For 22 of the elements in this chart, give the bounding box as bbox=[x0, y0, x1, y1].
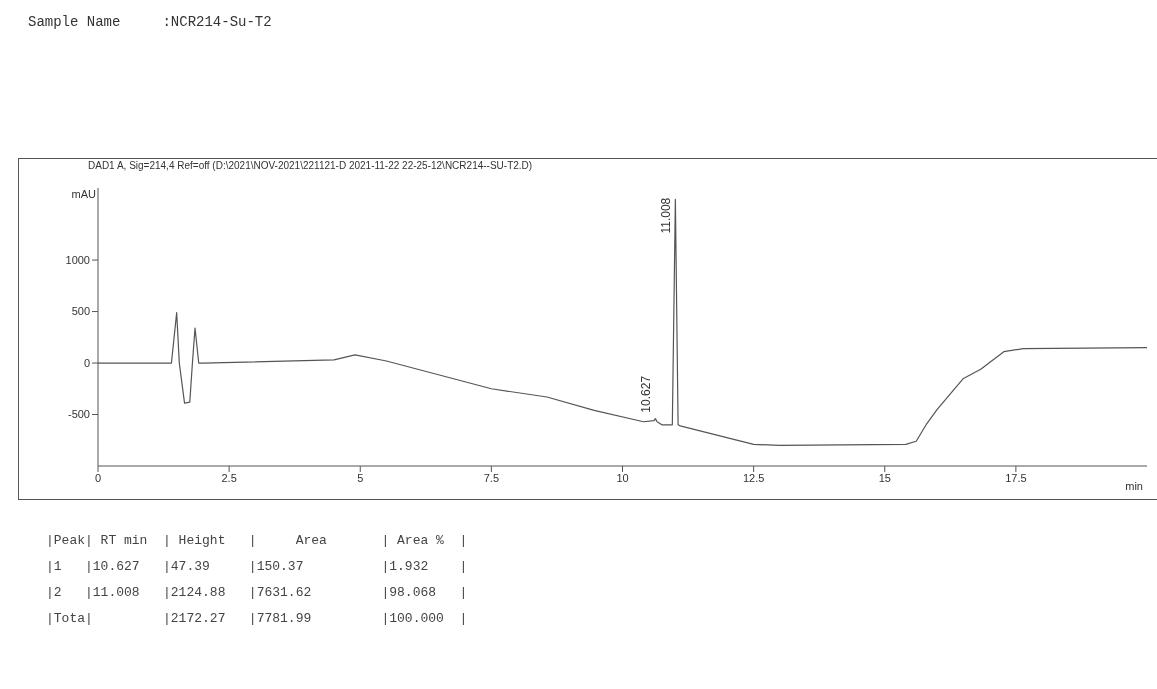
x-tick-label: 10 bbox=[616, 471, 629, 484]
y-tick-label: 0 bbox=[83, 356, 90, 369]
x-tick-label: 7.5 bbox=[483, 471, 500, 484]
annotation: 11.008 bbox=[659, 197, 674, 234]
x-tick-label: 15 bbox=[878, 471, 891, 484]
y-axis-title: mAU bbox=[71, 187, 97, 200]
text: |Peak| RT min | Height | Area | Area % | bbox=[46, 532, 468, 550]
x-axis-title: min bbox=[1125, 480, 1143, 492]
x-tick-label: 17.5 bbox=[1005, 471, 1027, 484]
x-tick-label: 5 bbox=[357, 471, 364, 484]
y-tick-label: 1000 bbox=[65, 253, 90, 266]
annotation: 10.627 bbox=[639, 375, 654, 413]
x-tick-label: 0 bbox=[94, 471, 102, 484]
x-tick-label: 2.5 bbox=[221, 471, 237, 484]
x-tick-label: 12.5 bbox=[742, 471, 765, 484]
text: |1 |10.627 |47.39 |150.37 |1.932 | bbox=[46, 558, 468, 576]
chart-title: Sample Name :NCR214-Su-T2 bbox=[28, 14, 272, 30]
text: |Tota| |2172.27 |7781.99 |100.000 | bbox=[46, 610, 468, 628]
text: |2 |11.008 |2124.88 |7631.62 |98.068 | bbox=[46, 584, 468, 602]
y-tick-label: 500 bbox=[71, 305, 90, 318]
chart-subtitle: DAD1 A, Sig=214,4 Ref=off (D:\2021\NOV-2021\221121-D 2021-11-22 22-25-12\NCR214--SU-T2.D) bbox=[88, 160, 533, 171]
y-tick-label: -500 bbox=[67, 408, 90, 421]
